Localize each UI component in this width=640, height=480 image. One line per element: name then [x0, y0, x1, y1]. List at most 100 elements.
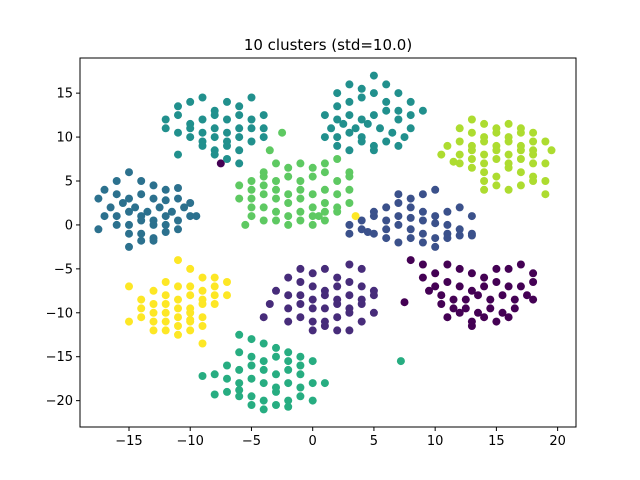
data-point	[394, 220, 403, 229]
data-point	[235, 392, 244, 401]
data-point	[235, 194, 244, 203]
data-point	[125, 168, 133, 177]
data-point	[492, 317, 501, 326]
data-point	[198, 286, 207, 295]
data-point	[449, 304, 458, 313]
data-point	[149, 236, 158, 245]
data-point	[406, 111, 415, 120]
data-point	[247, 401, 256, 409]
data-point	[369, 308, 378, 317]
data-point	[333, 190, 342, 199]
data-point	[474, 291, 482, 300]
data-point	[259, 339, 268, 348]
x-tick-label: −5	[242, 434, 261, 449]
data-point	[455, 150, 464, 159]
data-point	[112, 190, 121, 199]
data-point	[443, 313, 452, 322]
data-point	[161, 220, 170, 229]
data-point	[369, 89, 378, 98]
x-tick-label: 15	[488, 434, 505, 449]
data-point	[186, 308, 195, 317]
data-point	[443, 278, 452, 286]
data-point	[437, 291, 446, 300]
data-point	[516, 128, 525, 137]
data-point	[418, 216, 427, 225]
data-point	[284, 365, 293, 374]
data-point	[235, 159, 244, 168]
data-point	[406, 124, 415, 133]
data-point	[94, 194, 103, 203]
data-point	[247, 374, 256, 383]
data-point	[345, 128, 354, 137]
data-point	[235, 379, 244, 388]
data-point	[467, 128, 476, 137]
data-point	[382, 203, 391, 212]
data-point	[296, 352, 305, 361]
data-point	[284, 273, 293, 282]
data-point	[541, 137, 550, 146]
data-point	[112, 177, 121, 185]
data-point	[418, 273, 427, 282]
data-point	[284, 199, 293, 207]
data-point	[461, 304, 470, 313]
data-point	[137, 190, 146, 199]
data-point	[394, 141, 403, 150]
data-point	[161, 185, 170, 194]
data-point	[161, 115, 170, 124]
data-point	[125, 282, 133, 291]
data-point	[112, 220, 121, 229]
data-point	[369, 71, 378, 80]
data-point	[272, 387, 280, 396]
data-point	[174, 216, 182, 225]
data-point	[161, 317, 170, 326]
data-point	[174, 194, 182, 203]
data-point	[210, 133, 219, 142]
data-point	[131, 203, 140, 212]
data-point	[320, 207, 329, 216]
data-point	[272, 216, 280, 225]
data-point	[357, 225, 366, 234]
data-point	[223, 128, 231, 137]
data-point	[149, 326, 158, 335]
data-point	[149, 308, 158, 317]
x-tick-label: −15	[115, 434, 142, 449]
data-point	[431, 282, 440, 291]
data-point	[137, 313, 146, 322]
data-point	[320, 111, 329, 120]
data-point	[137, 229, 146, 238]
x-axis: −15 −10 −5 0 5 10 15 20	[115, 427, 566, 449]
data-point	[296, 216, 305, 225]
data-point	[467, 163, 476, 172]
data-point	[247, 212, 256, 221]
data-point	[516, 146, 525, 155]
data-point	[369, 229, 378, 238]
data-point	[296, 194, 305, 203]
data-point	[345, 80, 354, 89]
data-point	[223, 155, 231, 163]
data-point	[406, 234, 415, 243]
data-point	[480, 137, 489, 146]
data-point	[223, 291, 231, 300]
data-point	[174, 322, 182, 330]
data-point	[161, 212, 170, 221]
data-point	[437, 150, 446, 159]
data-point	[186, 315, 195, 324]
data-point	[216, 159, 225, 168]
data-point	[235, 330, 244, 339]
data-point	[345, 278, 354, 286]
data-point	[467, 231, 476, 240]
data-point	[523, 291, 531, 300]
data-point	[284, 357, 293, 366]
data-point	[333, 133, 342, 142]
data-point	[223, 374, 231, 383]
data-point	[351, 124, 360, 133]
data-point	[247, 352, 256, 361]
data-point	[345, 185, 354, 194]
data-point	[259, 365, 268, 374]
data-point	[345, 308, 354, 317]
data-point	[504, 137, 513, 146]
data-point	[516, 260, 525, 269]
data-point	[333, 273, 342, 282]
data-point	[431, 185, 440, 194]
data-point	[363, 228, 372, 236]
